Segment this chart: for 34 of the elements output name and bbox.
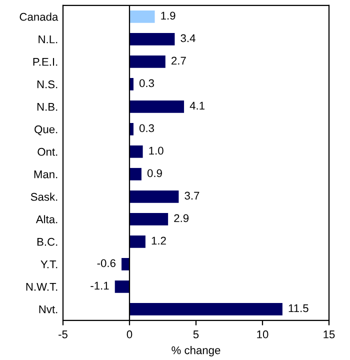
x-axis-title: % change [172,346,220,356]
x-tick-label: 15 [324,330,335,338]
y-tick-label: Canada [20,12,58,21]
data-label: 3.7 [184,192,200,200]
data-label: 0.9 [147,169,162,178]
data-label: 0.3 [139,79,154,88]
y-tick-label: N.L. [38,36,58,44]
y-tick-label: Que. [34,125,58,136]
data-label: 2.7 [172,56,186,65]
data-label: 3.4 [180,34,196,42]
y-tick-label: N.S. [37,80,58,88]
y-tick-label: Man. [34,170,58,178]
x-tick-label: 5 [193,330,199,338]
data-label: 0.3 [139,124,154,132]
x-tick-label: 0 [126,330,132,338]
y-tick-label: P.E.I. [33,58,58,66]
data-label: 1.9 [161,12,176,20]
y-tick-label: Ont. [38,148,58,156]
y-tick-label: Y.T. [40,260,58,268]
data-label: 1.2 [152,236,166,245]
data-label: 4.1 [190,102,204,110]
y-tick-label: B.C. [37,238,58,246]
y-tick-label: N.B. [37,103,58,111]
y-tick-label: Nvt. [39,306,58,314]
data-label: 2.9 [174,214,189,222]
x-tick-label: -5 [58,330,68,338]
data-label: 11.5 [288,304,308,312]
y-tick-label: N.W.T. [26,283,58,291]
data-label: -1.1 [90,282,109,290]
y-tick-label: Sask. [30,192,58,201]
y-tick-label: Alta. [36,215,58,224]
data-label: 1.0 [149,146,164,155]
x-tick-label: 10 [257,330,268,338]
data-label: -0.6 [97,259,116,268]
